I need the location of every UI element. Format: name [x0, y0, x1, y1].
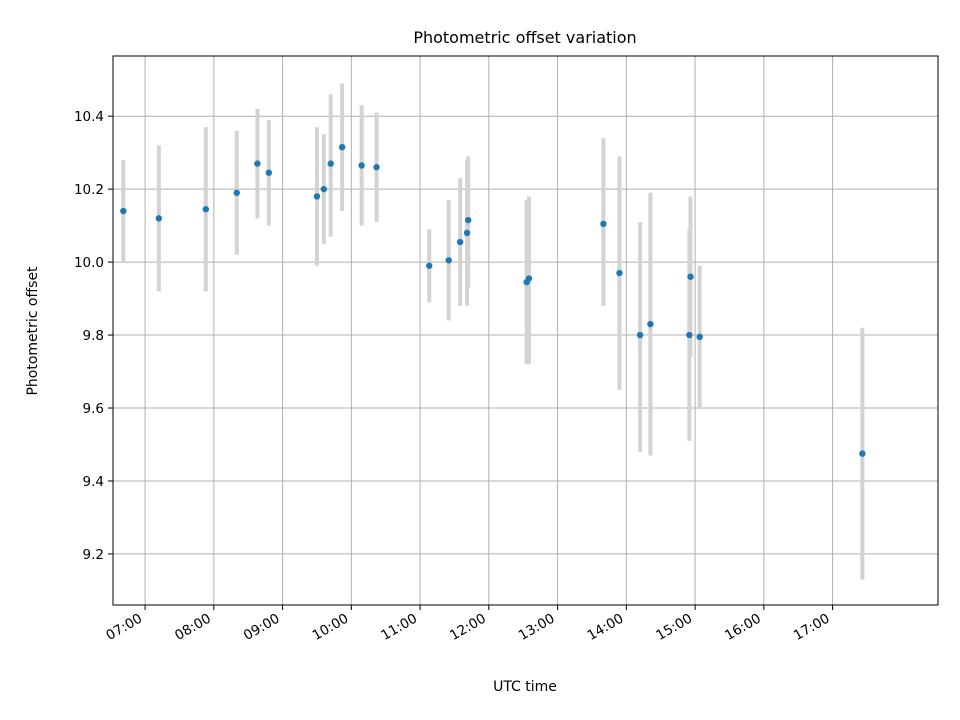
chart-title: Photometric offset variation	[413, 28, 636, 47]
data-point	[202, 206, 210, 213]
data-point	[120, 207, 127, 215]
y-tick-label: 10.0	[74, 255, 104, 271]
data-point	[426, 262, 433, 269]
y-tick-label: 9.2	[83, 547, 104, 563]
data-point	[320, 185, 328, 193]
plot-frame	[112, 55, 939, 606]
data-point	[859, 450, 866, 457]
data-point	[313, 193, 321, 200]
data-point	[686, 331, 693, 339]
y-axis-label: Photometric offset	[25, 266, 41, 396]
data-point	[327, 160, 334, 167]
data-point	[463, 229, 471, 237]
data-point	[636, 331, 644, 339]
data-point	[696, 333, 703, 341]
data-point	[254, 160, 261, 167]
data-point	[373, 164, 380, 171]
x-axis-label: UTC time	[493, 679, 557, 695]
y-tick-label: 9.6	[83, 401, 104, 417]
y-tick-label: 10.2	[74, 182, 104, 198]
y-tick-label: 9.8	[83, 328, 104, 344]
data-point	[265, 169, 273, 176]
data-point	[233, 189, 240, 196]
data-point	[616, 269, 623, 277]
data-point	[358, 162, 365, 169]
data-point	[600, 220, 607, 228]
y-axis-ticks: 9.2 9.4 9.6 9.8 10.0 10.2 10.4	[74, 109, 113, 563]
data-point	[647, 320, 654, 328]
data-point	[465, 216, 472, 224]
data-points	[120, 143, 866, 457]
data-point	[687, 273, 694, 280]
data-point	[456, 238, 464, 246]
data-point	[525, 275, 533, 282]
data-point	[445, 257, 452, 264]
y-tick-label: 9.4	[83, 474, 104, 490]
y-tick-label: 10.4	[74, 109, 104, 125]
data-point	[338, 143, 346, 151]
data-point	[155, 215, 163, 222]
